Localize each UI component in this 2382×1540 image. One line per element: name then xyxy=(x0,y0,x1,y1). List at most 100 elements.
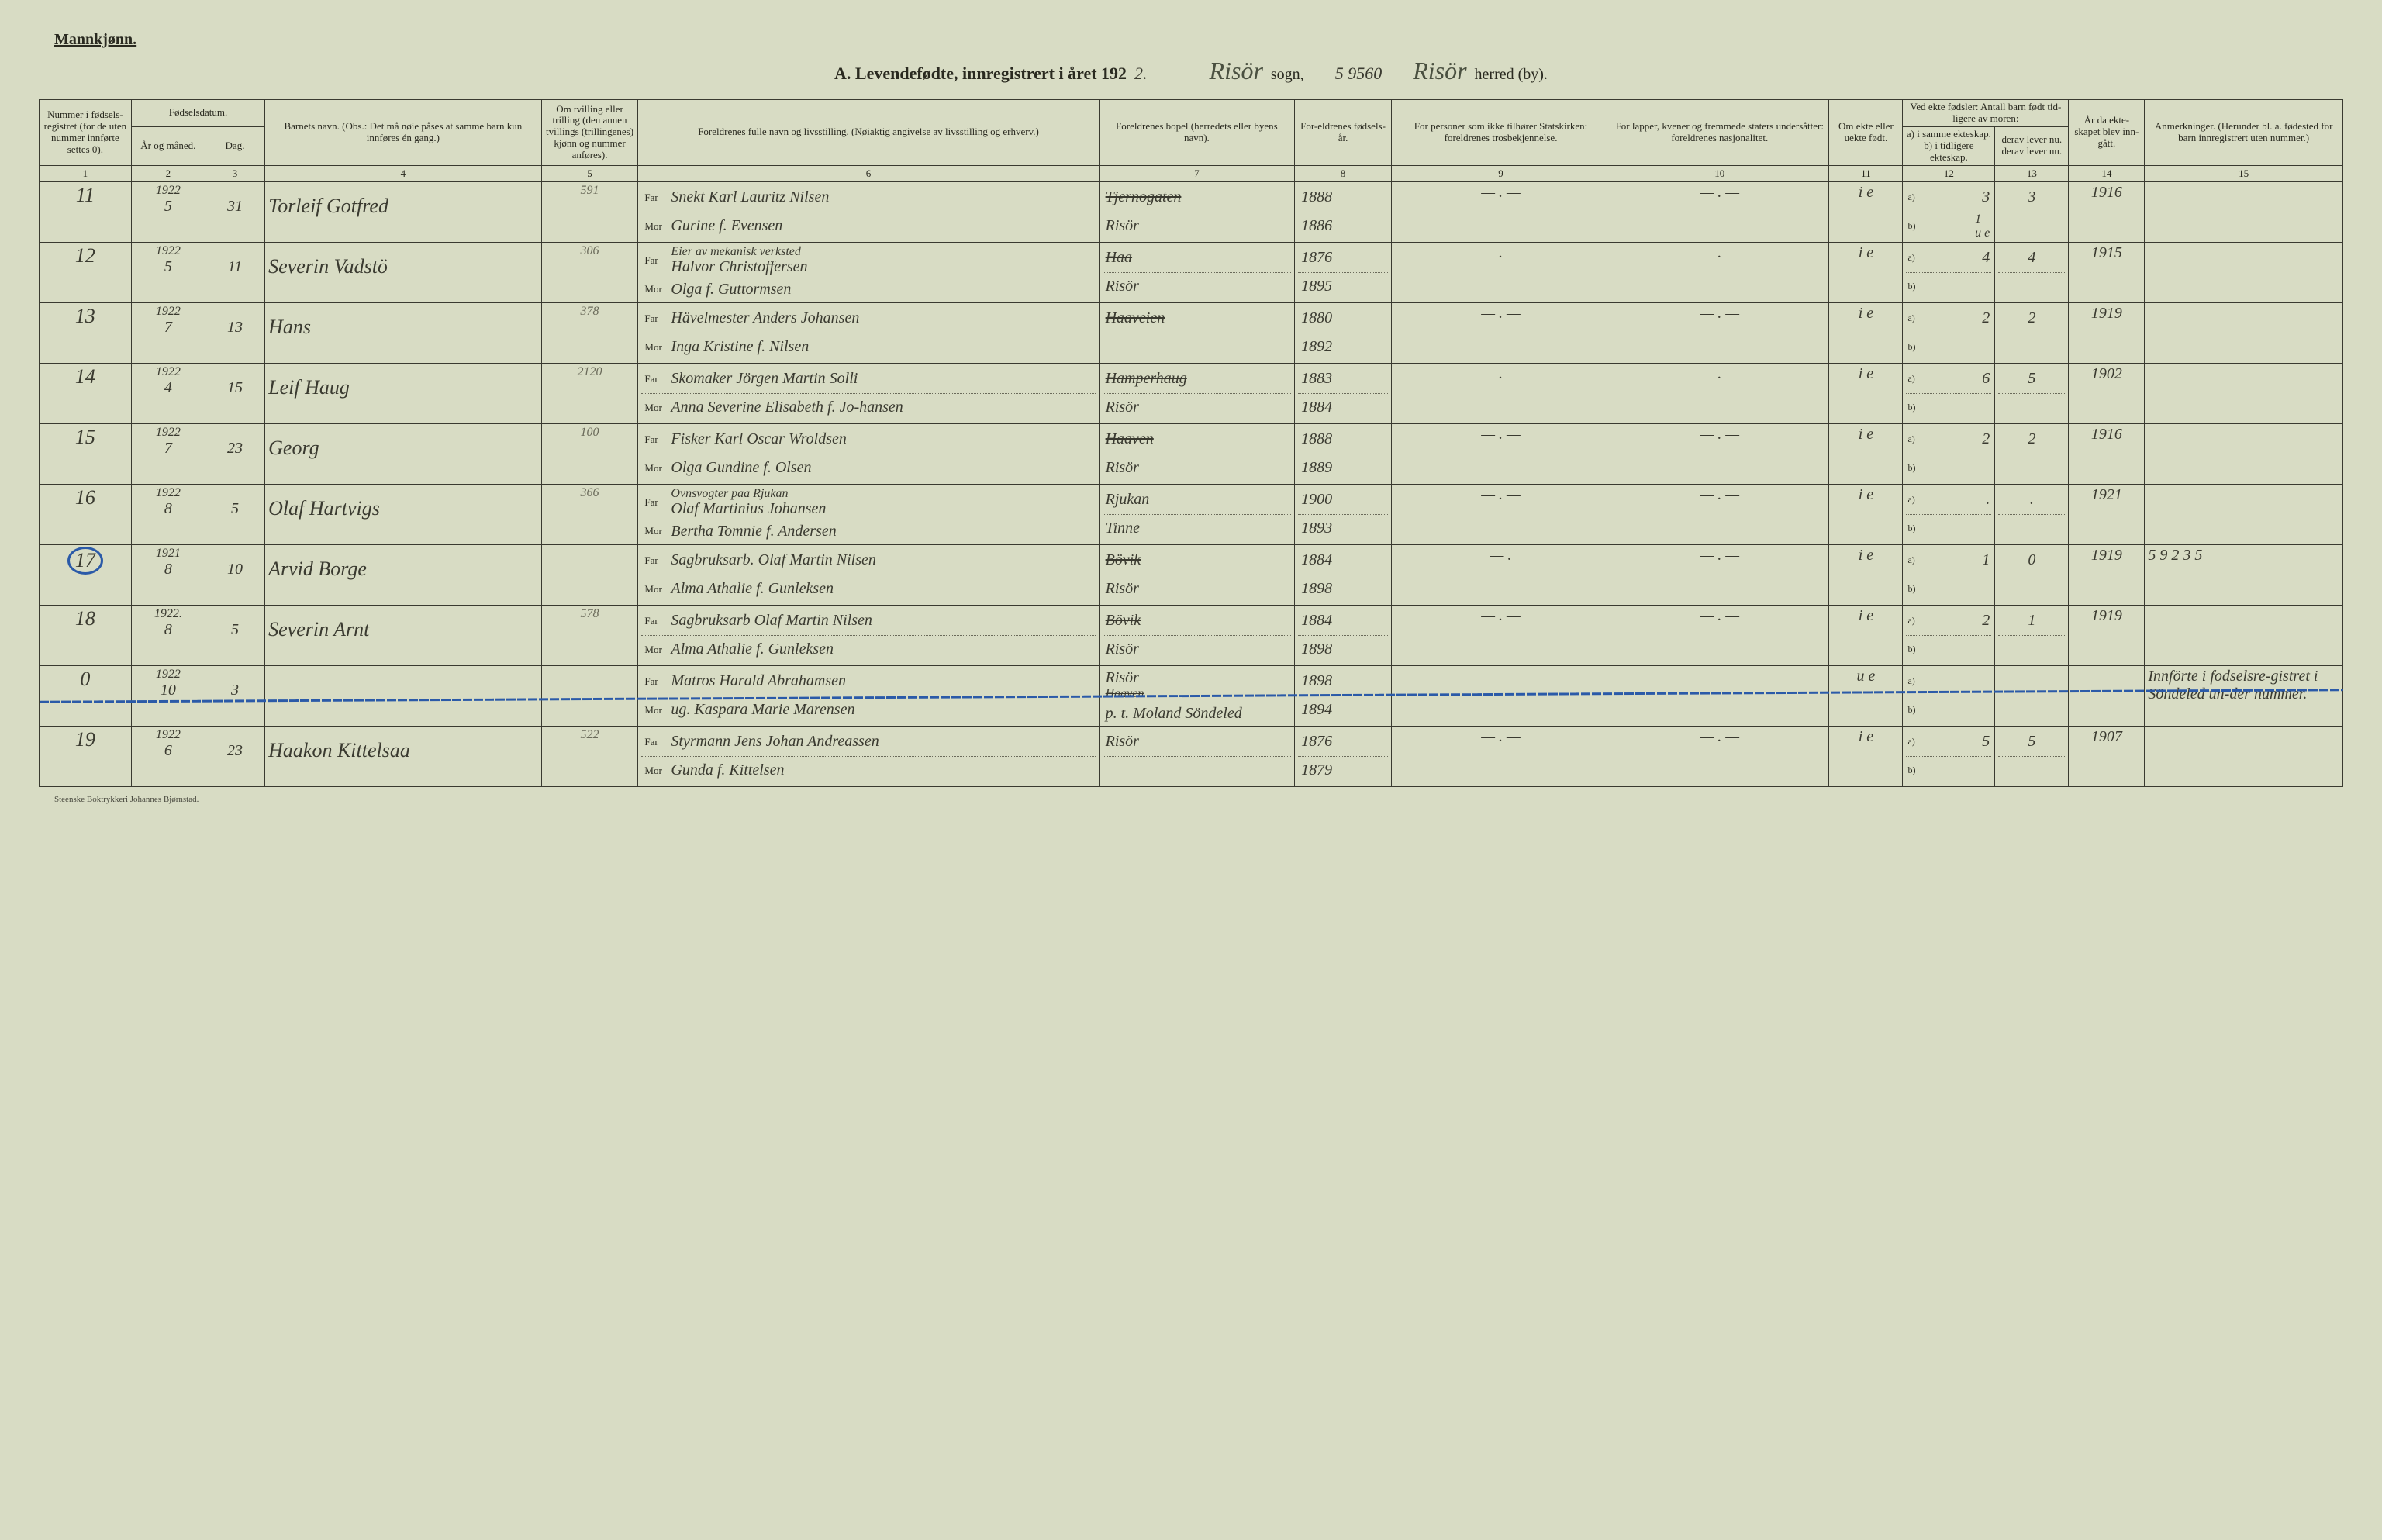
col-header-12-13-group: Ved ekte fødsler: Antall barn født tid-l… xyxy=(1903,100,2069,127)
parent-birth-years: 1884 1898 xyxy=(1295,605,1392,665)
col-header-5: Om tvilling eller trilling (den annen tv… xyxy=(541,100,638,166)
legitimacy: i e xyxy=(1829,605,1903,665)
marriage-year: 1907 xyxy=(2069,726,2145,786)
children-count: a)3 b)1u e xyxy=(1903,181,1995,242)
marriage-year: 1902 xyxy=(2069,363,2145,423)
legitimacy: i e xyxy=(1829,423,1903,484)
ledger-page: Mannkjønn. A. Levendefødte, innregistrer… xyxy=(39,23,2343,820)
religion: — . — xyxy=(1391,363,1610,423)
residence: Rjukan Tinne xyxy=(1099,484,1295,544)
row-number: 16 xyxy=(40,484,132,544)
table-row: 141922415Leif Haug2120 FarSkomaker Jörge… xyxy=(40,363,2343,423)
religion: — . — xyxy=(1391,181,1610,242)
col-header-14: År da ekte-skapet blev inn-gått. xyxy=(2069,100,2145,166)
children-count: a)2 b) xyxy=(1903,605,1995,665)
children-living xyxy=(1995,665,2069,726)
children-living: 3 xyxy=(1995,181,2069,242)
child-name: Haakon Kittelsaa xyxy=(265,726,542,786)
remarks xyxy=(2145,363,2343,423)
remarks xyxy=(2145,423,2343,484)
remarks: Innförte i fodselsre-gistret i Söndeled … xyxy=(2145,665,2343,726)
twin-note xyxy=(541,665,638,726)
twin-note: 2120 xyxy=(541,363,638,423)
col-header-13: derav lever nu. derav lever nu. xyxy=(1995,126,2069,165)
title-line: A. Levendefødte, innregistrert i året 19… xyxy=(39,54,2343,99)
table-row: 121922511Severin Vadstö306 FarEier av me… xyxy=(40,242,2343,302)
printer-footer: Steenske Boktrykkeri Johannes Bjørnstad. xyxy=(39,787,2343,804)
column-number: 7 xyxy=(1099,165,1295,181)
parents: FarEier av mekanisk verkstedHalvor Chris… xyxy=(638,242,1099,302)
table-row: 181922.85Severin Arnt578 FarSagbruksarb … xyxy=(40,605,2343,665)
day: 3 xyxy=(205,665,264,726)
nationality xyxy=(1610,665,1829,726)
reference-number: 5 9560 xyxy=(1335,64,1383,84)
children-living: 5 xyxy=(1995,363,2069,423)
col-header-11: Om ekte eller uekte født. xyxy=(1829,100,1903,166)
col-header-9: For personer som ikke tilhører Statskirk… xyxy=(1391,100,1610,166)
twin-note: 522 xyxy=(541,726,638,786)
col-header-2-3-group: Fødselsdatum. xyxy=(131,100,264,127)
year-month: 19226 xyxy=(131,726,205,786)
parents: FarStyrmann Jens Johan Andreassen MorGun… xyxy=(638,726,1099,786)
parent-birth-years: 1876 1879 xyxy=(1295,726,1392,786)
twin-note: 306 xyxy=(541,242,638,302)
residence: Hamperhaug Risör xyxy=(1099,363,1295,423)
column-number: 1 xyxy=(40,165,132,181)
twin-note: 378 xyxy=(541,302,638,363)
gender-label: Mannkjønn. xyxy=(54,31,136,49)
residence: Tjernogaten Risör xyxy=(1099,181,1295,242)
day: 5 xyxy=(205,484,264,544)
children-count: a)1 b) xyxy=(1903,544,1995,605)
child-name: Severin Arnt xyxy=(265,605,542,665)
legitimacy: i e xyxy=(1829,544,1903,605)
table-row: 131922713Hans378 FarHävelmester Anders J… xyxy=(40,302,2343,363)
page-top-line: Mannkjønn. xyxy=(39,31,2343,54)
herred-value: Risör xyxy=(1413,57,1466,85)
column-number: 10 xyxy=(1610,165,1829,181)
year-month: 19227 xyxy=(131,302,205,363)
legitimacy: i e xyxy=(1829,726,1903,786)
year-month: 19225 xyxy=(131,242,205,302)
residence: Bövik Risör xyxy=(1099,605,1295,665)
marriage-year: 1921 xyxy=(2069,484,2145,544)
col-header-3: Dag. xyxy=(205,126,264,165)
column-number: 4 xyxy=(265,165,542,181)
child-name: Torleif Gotfred xyxy=(265,181,542,242)
parents: FarFisker Karl Oscar Wroldsen MorOlga Gu… xyxy=(638,423,1099,484)
twin-note: 591 xyxy=(541,181,638,242)
nationality: — . — xyxy=(1610,242,1829,302)
row-number: 11 xyxy=(40,181,132,242)
col-header-2: År og måned. xyxy=(131,126,205,165)
row-number: 19 xyxy=(40,726,132,786)
remarks xyxy=(2145,726,2343,786)
day: 31 xyxy=(205,181,264,242)
day: 10 xyxy=(205,544,264,605)
children-living: 2 xyxy=(1995,302,2069,363)
parent-birth-years: 1900 1893 xyxy=(1295,484,1392,544)
column-number: 6 xyxy=(638,165,1099,181)
marriage-year: 1916 xyxy=(2069,423,2145,484)
column-number: 13 xyxy=(1995,165,2069,181)
remarks xyxy=(2145,484,2343,544)
religion: — . — xyxy=(1391,484,1610,544)
column-number: 15 xyxy=(2145,165,2343,181)
twin-note: 366 xyxy=(541,484,638,544)
col-header-6: Foreldrenes fulle navn og livsstilling. … xyxy=(638,100,1099,166)
marriage-year: 1919 xyxy=(2069,302,2145,363)
religion xyxy=(1391,665,1610,726)
legitimacy: u e xyxy=(1829,665,1903,726)
year-month: 19225 xyxy=(131,181,205,242)
child-name xyxy=(265,665,542,726)
row-number: 17 xyxy=(40,544,132,605)
parent-birth-years: 1883 1884 xyxy=(1295,363,1392,423)
col-header-12: a) i samme ekteskap. b) i tidligere ekte… xyxy=(1903,126,1995,165)
parents: FarSagbruksarb. Olaf Martin Nilsen MorAl… xyxy=(638,544,1099,605)
column-number: 14 xyxy=(2069,165,2145,181)
herred-label: herred (by). xyxy=(1475,66,1548,84)
parent-birth-years: 1884 1898 xyxy=(1295,544,1392,605)
religion: — . — xyxy=(1391,302,1610,363)
twin-note xyxy=(541,544,638,605)
marriage-year: 1915 xyxy=(2069,242,2145,302)
children-living: 1 xyxy=(1995,605,2069,665)
parent-birth-years: 1888 1886 xyxy=(1295,181,1392,242)
